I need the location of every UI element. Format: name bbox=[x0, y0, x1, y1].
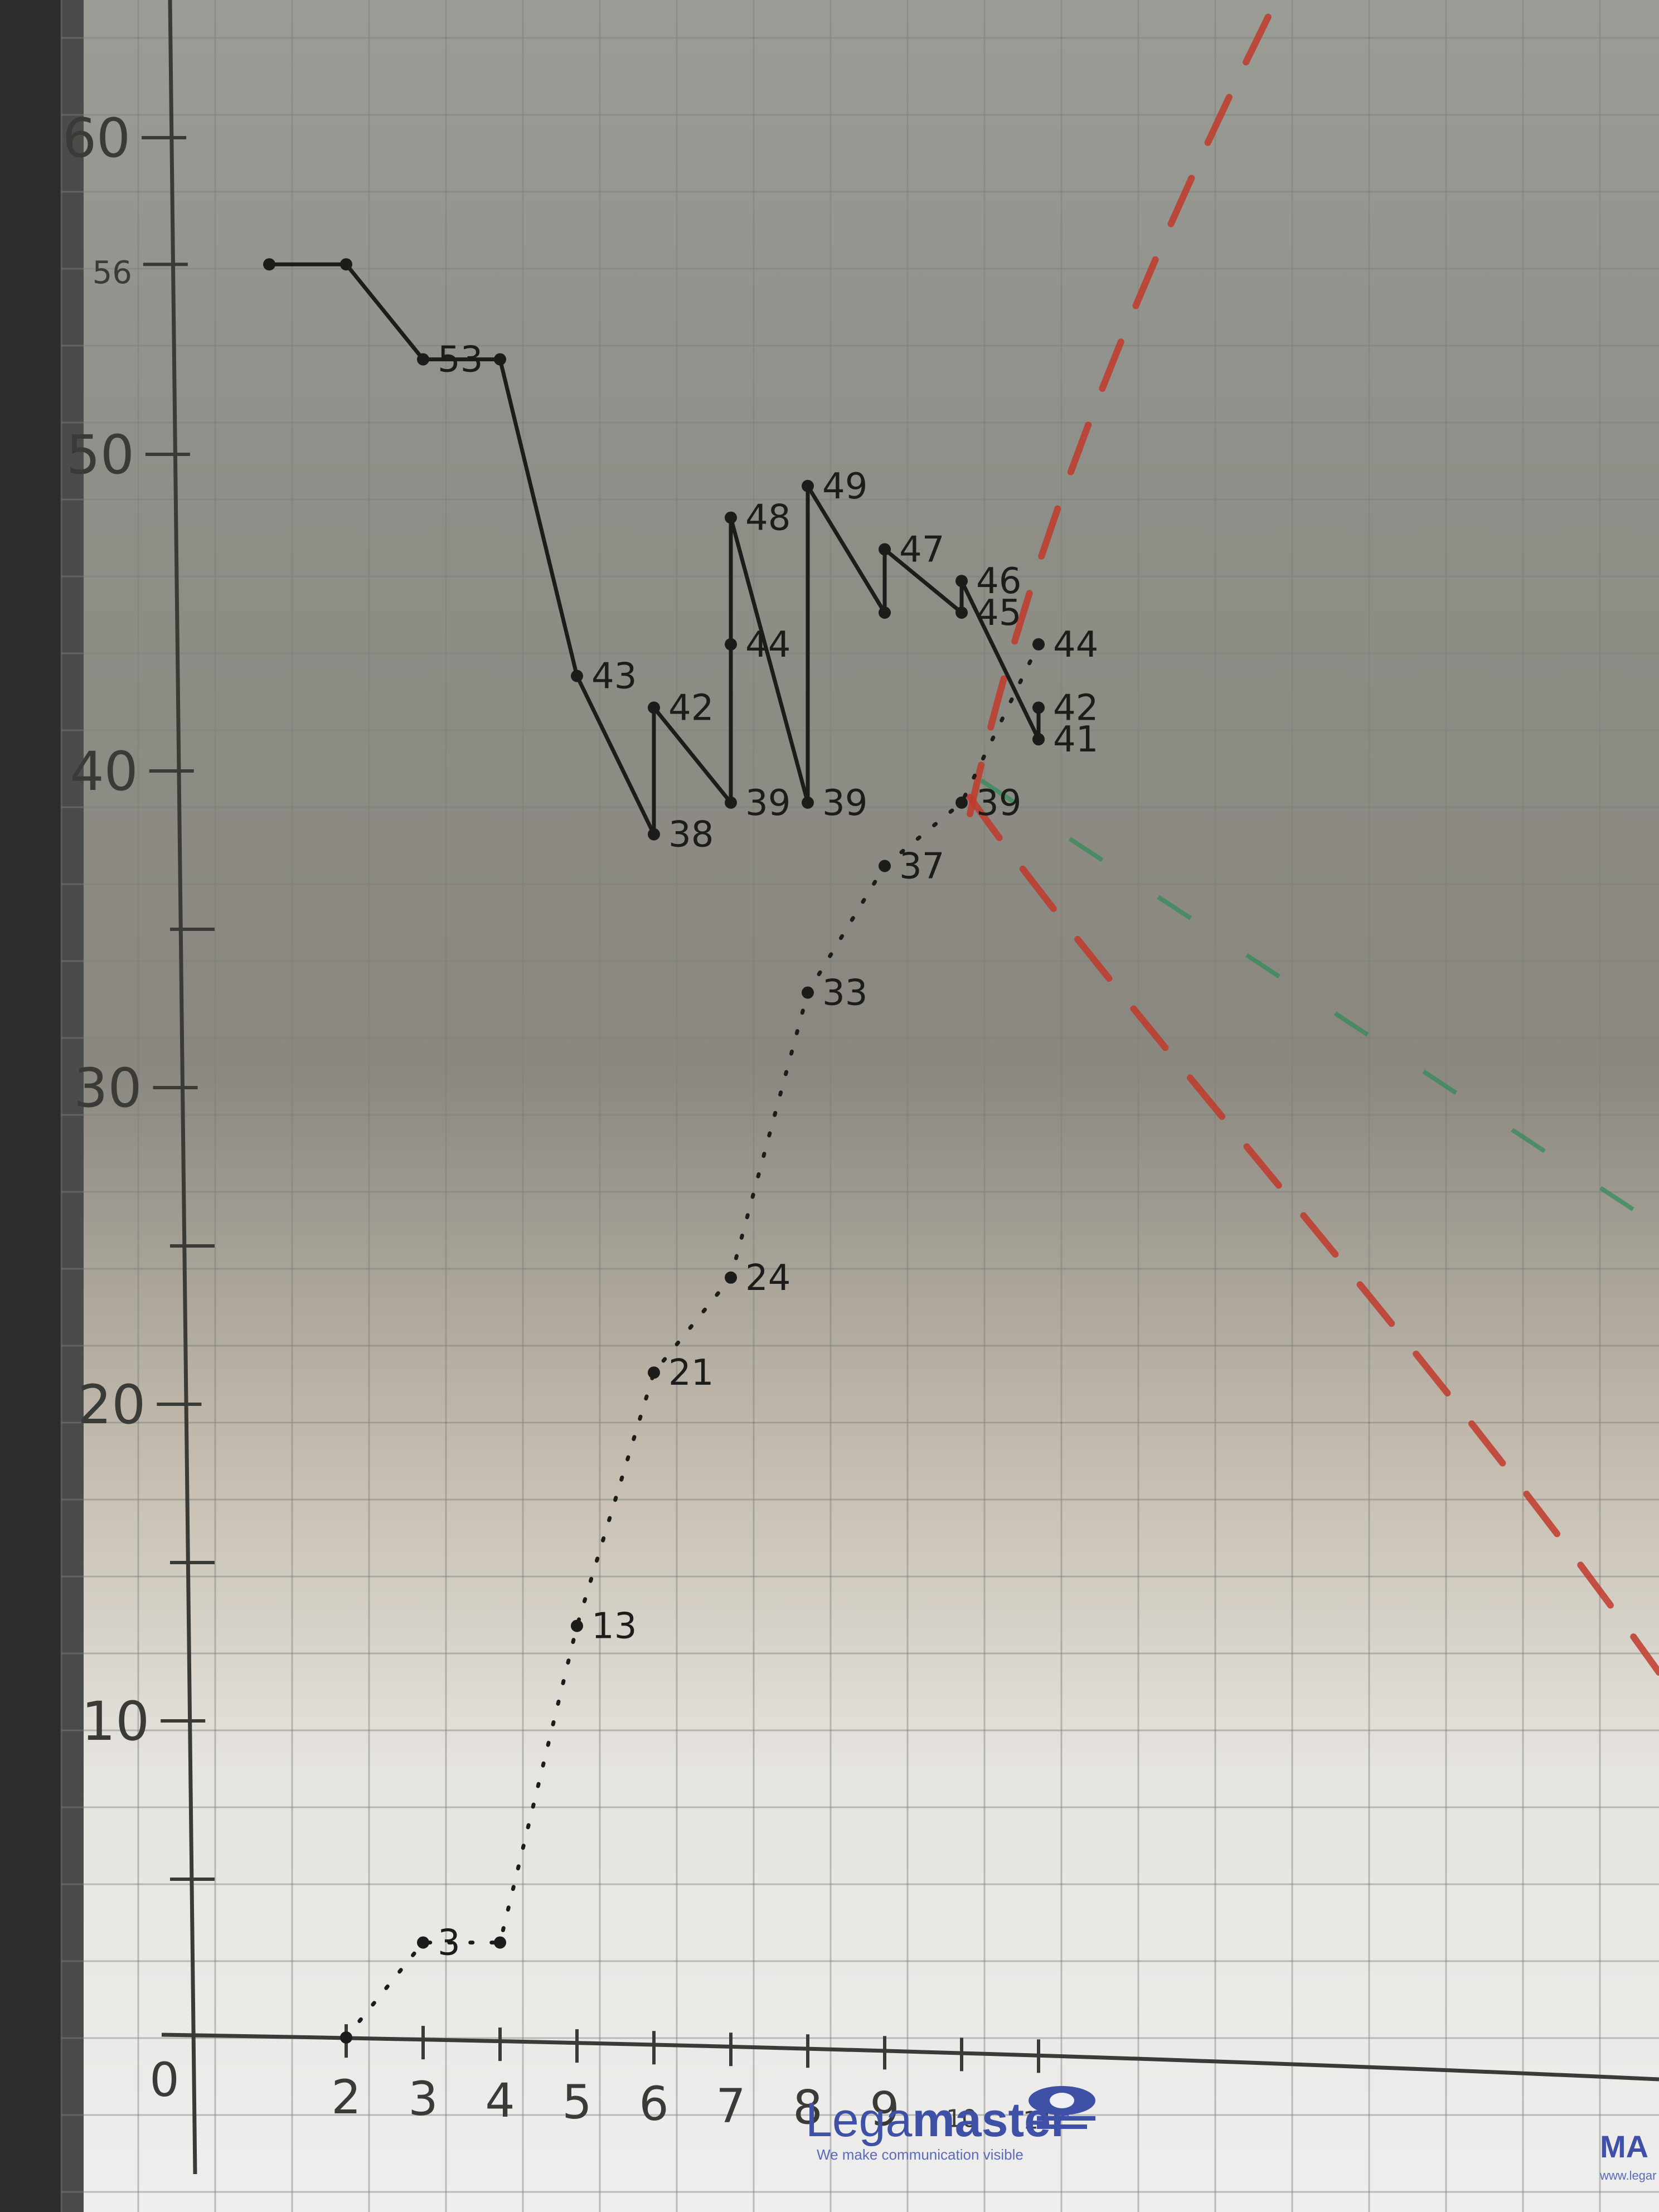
data-point bbox=[494, 1936, 506, 1949]
x-tick-label: 8 bbox=[793, 2080, 822, 2135]
x-tick-label: 7 bbox=[716, 2078, 745, 2133]
data-label: 33 bbox=[822, 973, 867, 1014]
data-point bbox=[571, 1619, 583, 1632]
board-frame-edge bbox=[61, 0, 84, 2212]
data-label: 42 bbox=[668, 687, 714, 729]
data-label: 38 bbox=[668, 814, 714, 856]
green-dashed-line bbox=[979, 778, 1659, 1229]
axes bbox=[161, 0, 1659, 2175]
y-axis bbox=[168, 0, 197, 2175]
data-label: 43 bbox=[591, 656, 637, 697]
data-label: 47 bbox=[899, 529, 944, 570]
data-label: 49 bbox=[822, 466, 867, 507]
data-label: 44 bbox=[745, 624, 790, 666]
y-tick-label: 20 bbox=[77, 1374, 145, 1436]
red-dashed-curve-upper bbox=[967, 0, 1280, 817]
data-label: 39 bbox=[976, 783, 1021, 824]
data-point bbox=[725, 638, 737, 651]
data-label: 3 bbox=[438, 1923, 460, 1964]
data-point bbox=[417, 1936, 429, 1949]
data-label: 53 bbox=[438, 339, 483, 381]
data-point bbox=[417, 353, 429, 366]
data-point bbox=[571, 670, 583, 682]
x-axis bbox=[161, 2032, 1659, 2082]
x-tick-label: 4 bbox=[485, 2073, 515, 2128]
data-label: 39 bbox=[822, 783, 867, 824]
grid-lines bbox=[60, 0, 1659, 2212]
data-point bbox=[955, 607, 968, 619]
data-label: 45 bbox=[976, 593, 1021, 634]
y-tick-label: 60 bbox=[62, 107, 130, 169]
x-tick-label: 9 bbox=[870, 2082, 899, 2136]
data-point bbox=[802, 986, 814, 999]
data-label: 24 bbox=[745, 1258, 790, 1299]
data-point bbox=[648, 1366, 660, 1379]
series-layer bbox=[263, 258, 1045, 2044]
data-point bbox=[725, 796, 737, 809]
tick-marks bbox=[142, 136, 1040, 2073]
y-tick-label: 40 bbox=[70, 740, 138, 803]
eye-icon bbox=[1029, 2086, 1095, 2129]
corner-brand-text: MA bbox=[1600, 2129, 1648, 2164]
data-point bbox=[1032, 701, 1045, 714]
origin-label: 0 bbox=[149, 2053, 179, 2107]
data-point bbox=[725, 511, 737, 524]
red-dashed-curve-lower bbox=[967, 794, 1659, 1676]
data-point bbox=[340, 2031, 352, 2044]
x-tick-label: 3 bbox=[408, 2072, 438, 2126]
corner-brand-url: www.legar bbox=[1599, 2169, 1656, 2182]
data-point bbox=[340, 258, 352, 271]
data-point bbox=[648, 701, 660, 714]
data-point bbox=[725, 1271, 737, 1284]
data-label: 21 bbox=[668, 1352, 714, 1394]
data-label: 13 bbox=[591, 1606, 637, 1647]
label-layer: 6056504030201023456789101105343384239444… bbox=[62, 107, 1098, 2136]
data-label: 37 bbox=[899, 846, 944, 887]
x-tick-label: 10 bbox=[946, 2104, 977, 2133]
y-tick-label: 30 bbox=[74, 1057, 142, 1119]
series-dotted-line bbox=[344, 642, 1041, 2040]
logo-prefix: Lega bbox=[806, 2093, 912, 2147]
data-label: 42 bbox=[1053, 687, 1098, 729]
y-tick-label: 56 bbox=[93, 255, 132, 291]
x-tick-label: 5 bbox=[562, 2075, 591, 2129]
x-tick-label: 6 bbox=[639, 2077, 668, 2131]
data-label: 39 bbox=[745, 783, 790, 824]
data-point bbox=[802, 796, 814, 809]
data-point bbox=[494, 353, 506, 366]
y-tick-label: 50 bbox=[66, 424, 134, 486]
logo-tagline: We make communication visible bbox=[817, 2146, 1023, 2163]
data-point bbox=[955, 796, 968, 809]
data-point bbox=[1032, 733, 1045, 746]
data-point bbox=[263, 258, 275, 271]
data-point bbox=[879, 860, 891, 872]
data-point bbox=[879, 543, 891, 556]
data-label: 44 bbox=[1053, 624, 1098, 666]
legamaster-logo: Legamaster We make communication visible bbox=[806, 2086, 1095, 2163]
data-label: 41 bbox=[1053, 719, 1098, 760]
y-tick-label: 10 bbox=[81, 1690, 149, 1753]
x-tick-label: 2 bbox=[331, 2070, 361, 2124]
board-frame bbox=[0, 0, 61, 2212]
data-point bbox=[648, 828, 660, 841]
data-point bbox=[955, 575, 968, 588]
data-point bbox=[879, 607, 891, 619]
data-point bbox=[802, 479, 814, 492]
data-label: 48 bbox=[745, 498, 790, 539]
data-label: 46 bbox=[976, 561, 1021, 602]
data-point bbox=[1032, 638, 1045, 651]
